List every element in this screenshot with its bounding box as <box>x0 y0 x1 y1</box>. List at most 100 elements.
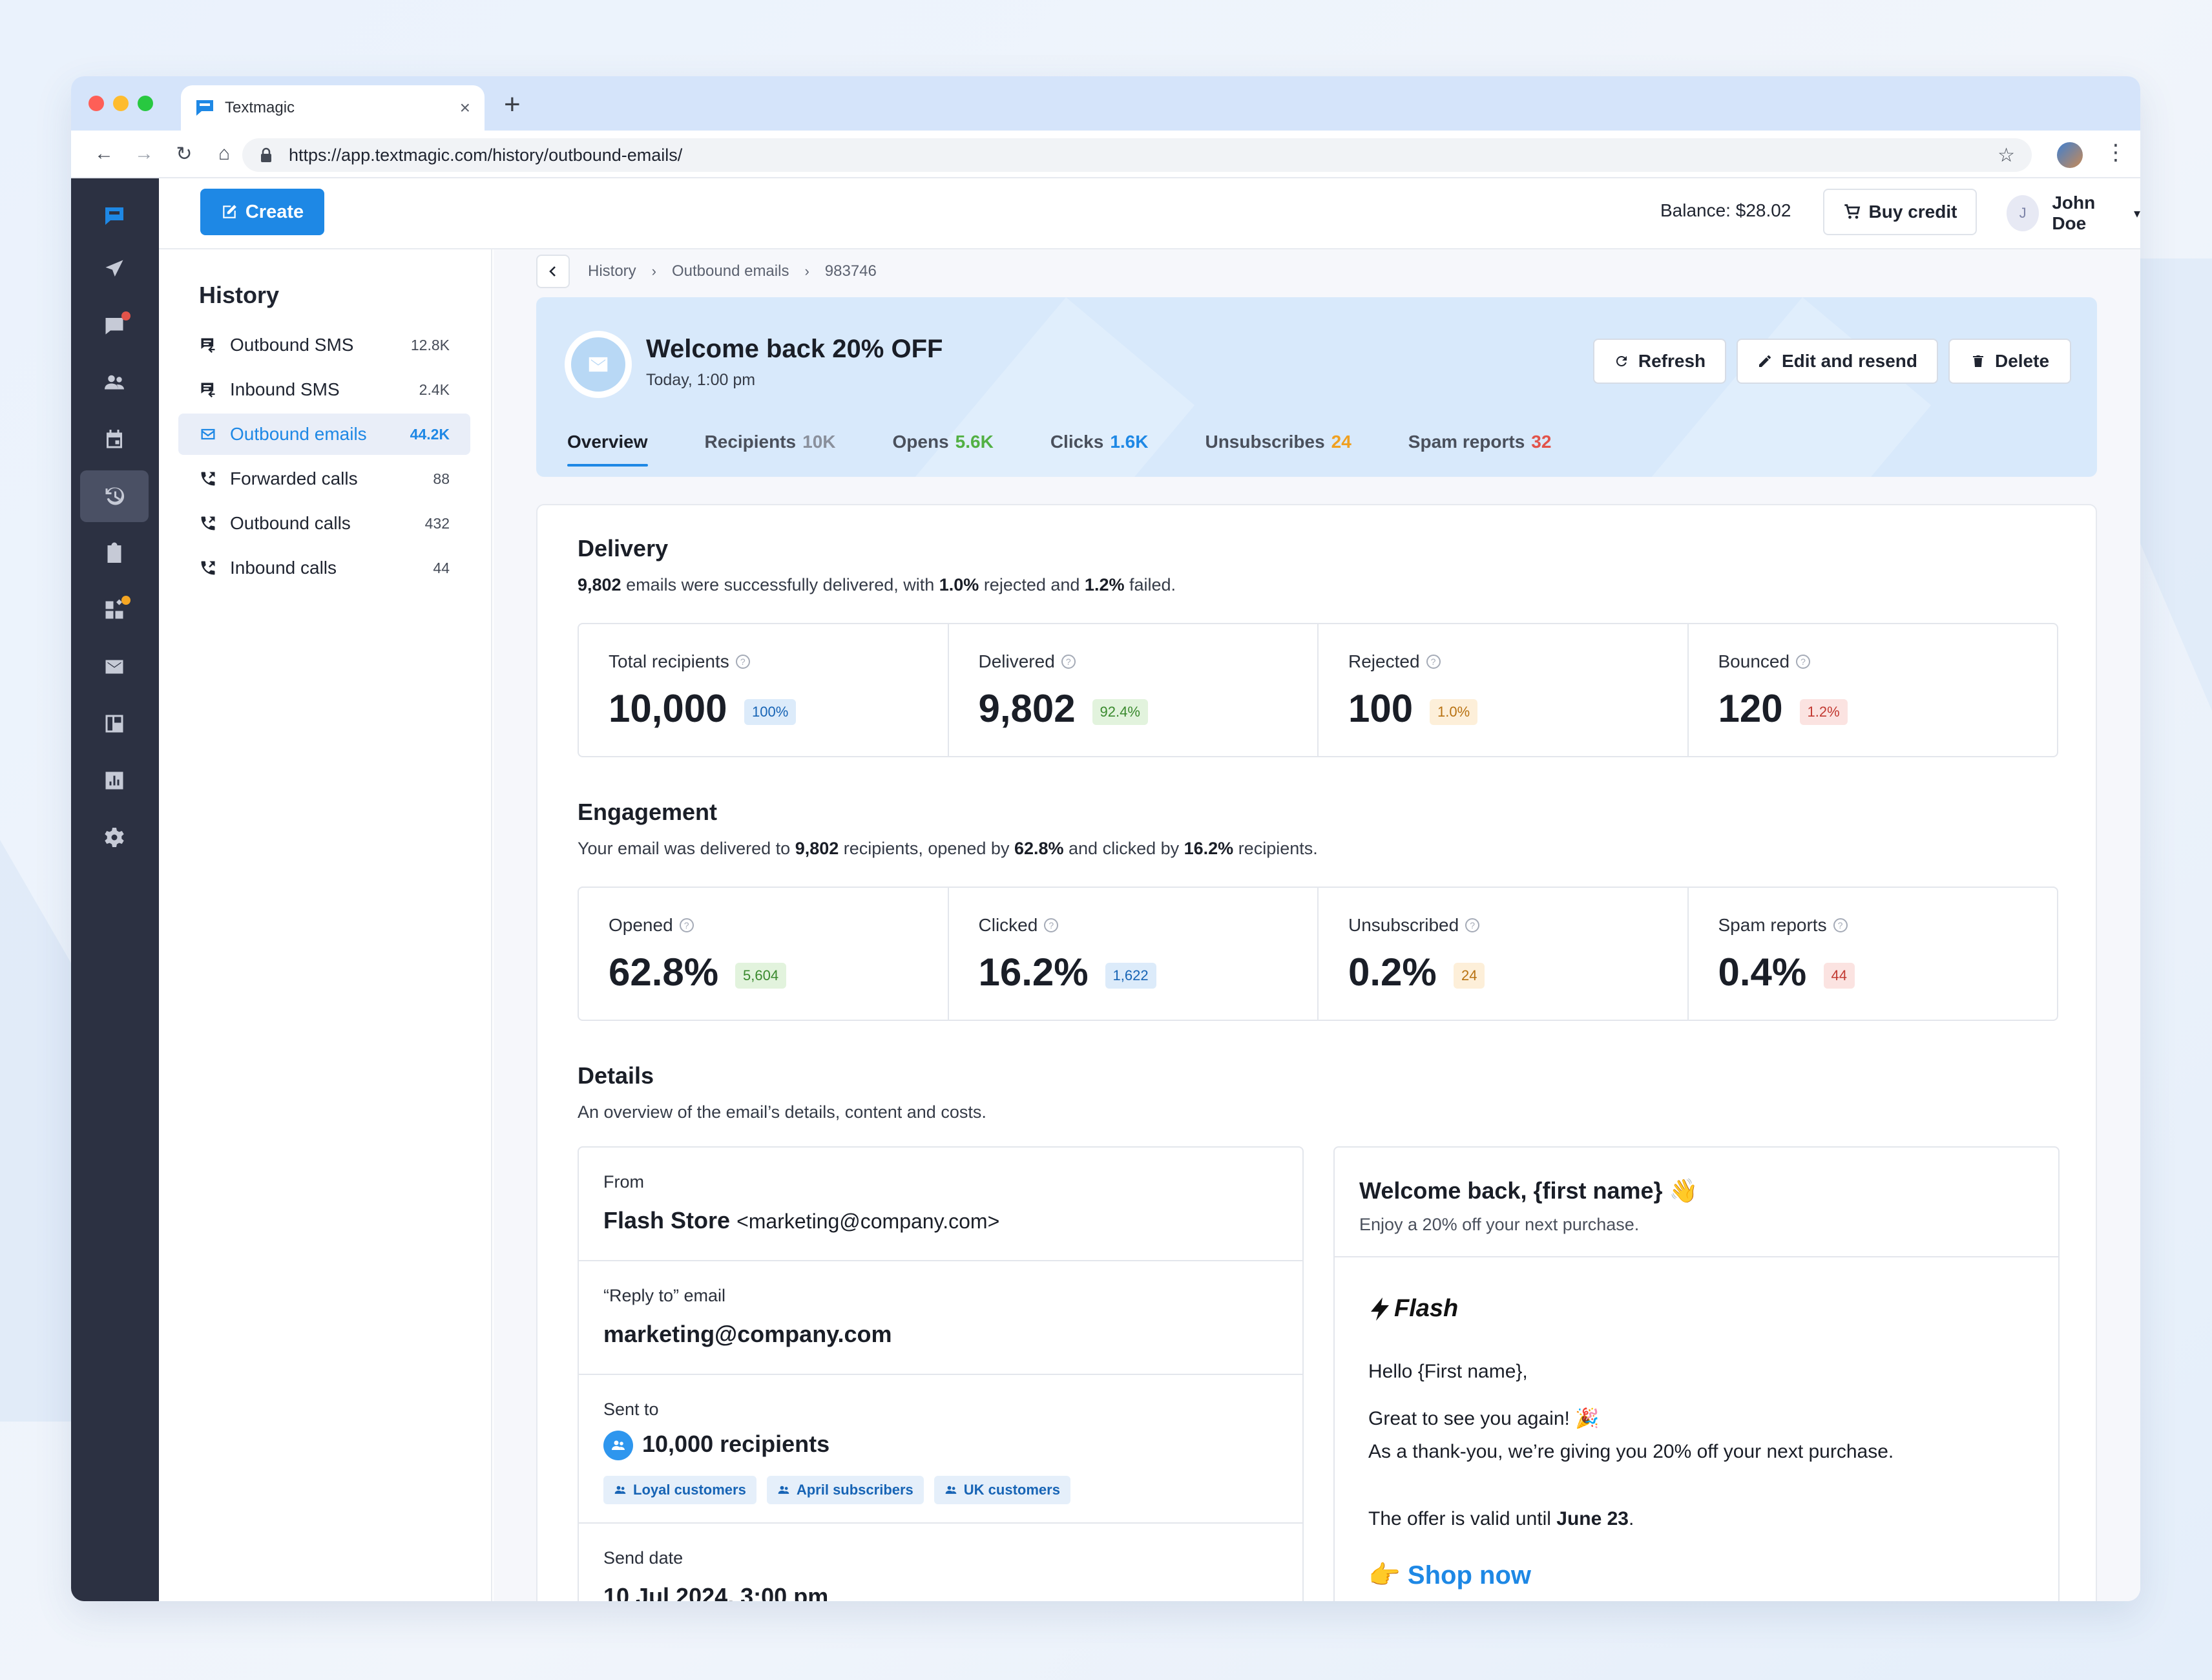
from-value: Flash Store <marketing@company.com> <box>603 1207 1000 1234</box>
sidebar-item-inbound-sms[interactable]: Inbound SMS 2.4K <box>178 369 470 410</box>
overview-card: Delivery 9,802 emails were successfully … <box>536 504 2097 1601</box>
stat-label: Delivered? <box>979 651 1076 672</box>
tab-label: Opens <box>892 432 949 452</box>
help-icon[interactable]: ? <box>679 918 694 932</box>
sidebar-item-label: Inbound calls <box>230 558 337 578</box>
create-button[interactable]: Create <box>200 189 324 235</box>
sidebar-item-outbound-emails[interactable]: Outbound emails 44.2K <box>178 414 470 455</box>
cart-icon <box>1844 204 1860 219</box>
minimize-window-dot[interactable] <box>113 96 129 111</box>
breadcrumb-history[interactable]: History <box>588 262 636 280</box>
stat-badge: 24 <box>1454 963 1485 989</box>
edit-and-resend-button[interactable]: Edit and resend <box>1737 339 1938 384</box>
sidebar-item-forwarded-calls[interactable]: Forwarded calls 88 <box>178 458 470 499</box>
help-icon[interactable]: ? <box>1426 655 1441 669</box>
recipient-list-tag[interactable]: Loyal customers <box>603 1476 756 1504</box>
stat-badge: 1.0% <box>1430 699 1478 725</box>
tab-opens[interactable]: Opens 5.6K <box>893 432 994 477</box>
browser-toolbar: ← → ↻ ⌂ https://app.textmagic.com/histor… <box>71 131 2140 178</box>
recipient-list-tag[interactable]: UK customers <box>934 1476 1070 1504</box>
tab-close-icon[interactable]: × <box>459 98 470 118</box>
sidebar-item-inbound-calls[interactable]: Inbound calls 44 <box>178 547 470 589</box>
textmagic-logo-icon[interactable] <box>80 190 149 242</box>
help-icon[interactable]: ? <box>1044 918 1059 932</box>
stat-value: 9,802 <box>978 687 1076 730</box>
history-icon[interactable] <box>80 470 149 522</box>
help-icon[interactable]: ? <box>735 655 750 669</box>
stat-bounced: Bounced? 120 1.2% <box>1689 624 2058 756</box>
shop-now-link[interactable]: 👉 Shop now <box>1368 1561 1531 1590</box>
tab-title: Textmagic <box>225 99 295 116</box>
sidebar-item-label: Forwarded calls <box>230 468 358 488</box>
help-icon[interactable]: ? <box>1465 918 1480 932</box>
engagement-stats: Opened? 62.8% 5,604 Clicked? 16.2% 1,622 Unsub… <box>578 887 2058 1021</box>
stat-value: 10,000 <box>609 687 727 730</box>
tab-spam-reports[interactable]: Spam reports 32 <box>1408 432 1552 477</box>
home-icon[interactable]: ⌂ <box>218 143 231 164</box>
address-bar[interactable]: https://app.textmagic.com/history/outbou… <box>242 138 2032 172</box>
sidebar-item-outbound-sms[interactable]: Outbound SMS 12.8K <box>178 324 470 366</box>
tab-clicks[interactable]: Clicks 1.6K <box>1050 432 1149 477</box>
tab-label: Clicks <box>1050 432 1104 452</box>
email-icon[interactable] <box>80 641 149 693</box>
browser-tab[interactable]: Textmagic × <box>181 85 485 131</box>
refresh-button[interactable]: Refresh <box>1593 339 1726 384</box>
browser-menu-icon[interactable]: ⋮ <box>2105 140 2127 165</box>
sidebar-item-count: 44 <box>433 559 450 576</box>
help-icon[interactable]: ? <box>1833 918 1848 932</box>
send-date-row: Send date 10 Jul 2024, 3:00 pm <box>579 1524 1302 1601</box>
reload-icon[interactable]: ↻ <box>176 143 193 165</box>
group-icon <box>603 1431 633 1461</box>
profile-avatar[interactable] <box>2057 142 2083 168</box>
bookmark-star-icon[interactable]: ☆ <box>1998 144 2015 166</box>
sidebar-item-count: 44.2K <box>410 425 450 443</box>
buy-credit-button[interactable]: Buy credit <box>1823 189 1977 235</box>
recipient-list-tag[interactable]: April subscribers <box>766 1476 924 1504</box>
tab-recipients[interactable]: Recipients 10K <box>705 432 836 477</box>
stat-opened: Opened? 62.8% 5,604 <box>579 888 949 1020</box>
breadcrumb-separator: › <box>651 263 656 279</box>
group-icon <box>614 1486 626 1494</box>
board-icon[interactable] <box>80 698 149 750</box>
tab-label: Spam reports <box>1408 432 1525 452</box>
settings-icon[interactable] <box>80 812 149 863</box>
email-validity: The offer is valid until June 23. <box>1368 1508 1634 1529</box>
tab-overview[interactable]: Overview <box>567 432 648 477</box>
reports-icon[interactable] <box>80 755 149 806</box>
help-icon[interactable]: ? <box>1061 655 1076 669</box>
details-title: Details <box>578 1062 654 1089</box>
contacts-icon[interactable] <box>80 357 149 408</box>
clipboard-icon[interactable] <box>80 527 149 579</box>
refresh-icon <box>1616 355 1627 366</box>
apps-icon[interactable] <box>80 584 149 636</box>
stat-label: Spam reports? <box>1718 915 1848 936</box>
email-subject: Welcome back, {first name} 👋 <box>1359 1177 1698 1204</box>
delete-label: Delete <box>1994 351 2050 371</box>
send-icon[interactable] <box>80 243 149 295</box>
new-tab-button[interactable]: + <box>504 89 521 120</box>
tab-count: 10K <box>802 432 836 452</box>
stat-badge: 92.4% <box>1092 699 1148 725</box>
chat-icon[interactable] <box>80 300 149 352</box>
sidebar-item-label: Outbound SMS <box>230 335 354 355</box>
tab-count: 5.6K <box>955 432 994 452</box>
maximize-window-dot[interactable] <box>138 96 153 111</box>
tab-unsubscribes[interactable]: Unsubscribes 24 <box>1205 432 1351 477</box>
calendar-icon[interactable] <box>80 414 149 465</box>
stat-value: 0.2% <box>1348 950 1437 994</box>
help-icon[interactable]: ? <box>1796 655 1811 669</box>
breadcrumb-outbound-emails[interactable]: Outbound emails <box>672 262 789 280</box>
stat-label: Rejected? <box>1348 651 1441 672</box>
forward-icon[interactable]: → <box>134 143 154 164</box>
back-button[interactable] <box>536 255 570 288</box>
stat-badge: 44 <box>1823 963 1855 989</box>
sidebar-item-outbound-calls[interactable]: Outbound calls 432 <box>178 503 470 544</box>
group-icon <box>945 1486 957 1494</box>
user-menu[interactable]: J John Doe ▾ <box>2007 193 2140 234</box>
back-icon[interactable]: ← <box>94 143 114 164</box>
create-label: Create <box>245 201 304 222</box>
close-window-dot[interactable] <box>89 96 104 111</box>
details-description: An overview of the email’s details, cont… <box>578 1102 986 1122</box>
lock-icon <box>259 147 273 163</box>
delete-button[interactable]: Delete <box>1948 339 2071 384</box>
